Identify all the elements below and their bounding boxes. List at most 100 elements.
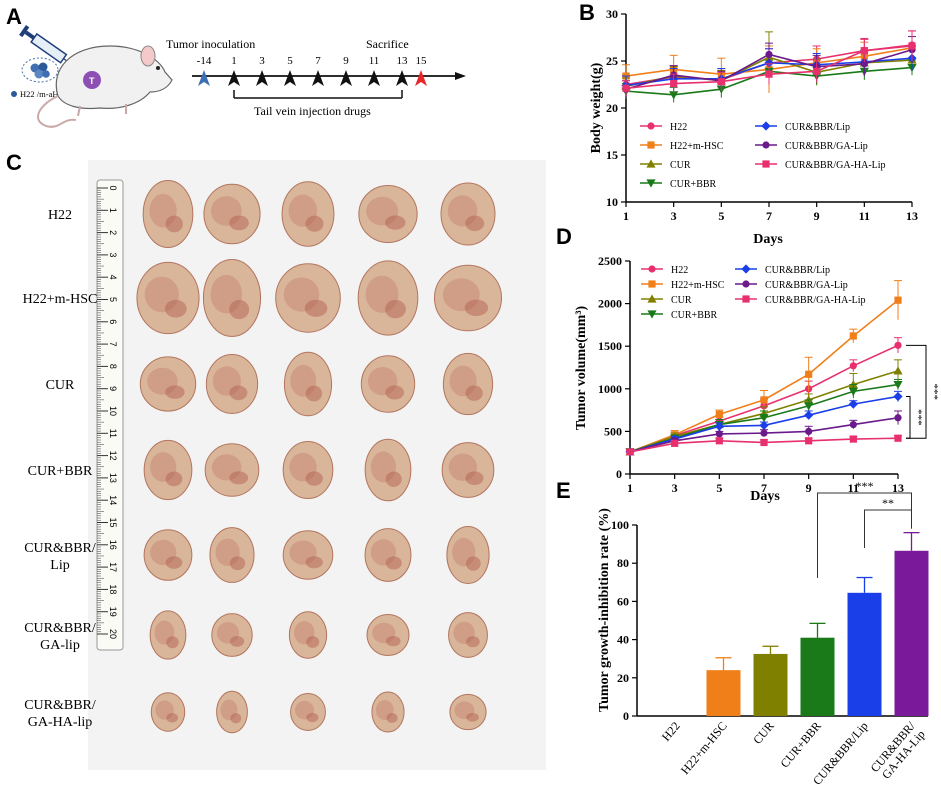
category-label: CUR	[750, 719, 777, 747]
ruler-label: 20	[108, 629, 118, 639]
tumor-shade	[147, 367, 178, 395]
data-point	[742, 280, 750, 288]
ruler-label: 4	[108, 275, 118, 280]
category-label-line: H22+m-HSC	[678, 719, 730, 777]
y-tick-label: 0	[623, 709, 629, 723]
data-point	[760, 438, 768, 447]
injection-marker	[284, 70, 296, 86]
data-point	[805, 427, 813, 435]
tumor-vessel	[229, 299, 250, 320]
legend-label: H22	[670, 122, 687, 133]
ruler-label: 19	[108, 607, 118, 617]
legend-label: CUR&BBR/Lip	[785, 122, 850, 133]
y-tick-label: 0	[616, 467, 622, 481]
tumor-vessel	[230, 713, 242, 724]
category-label: H22	[659, 719, 683, 744]
ruler-label: 13	[108, 473, 118, 483]
tumor-shade	[155, 700, 174, 720]
bar	[894, 550, 929, 716]
category-label-line: CUR	[750, 719, 777, 747]
tumor-vessel	[306, 636, 320, 648]
x-tick-label: 5	[718, 209, 724, 223]
x-tick-label: 7	[761, 481, 767, 495]
tumor-inoculation-label: Tumor inoculation	[166, 37, 255, 51]
y-tick-label: 60	[617, 594, 629, 608]
tumor-row-label-line: CUR&BBR/	[24, 541, 96, 556]
data-point	[715, 430, 723, 438]
y-tick-label: 40	[617, 633, 629, 647]
tumor-shade	[211, 454, 242, 481]
tumor-vessel	[165, 215, 183, 233]
ruler-label: 15	[108, 517, 118, 527]
mouse-icon: T	[37, 45, 173, 128]
y-tick-label: 2500	[598, 254, 622, 268]
data-point	[761, 121, 771, 131]
data-point	[715, 437, 723, 445]
data-point	[765, 70, 773, 78]
injection-day-label: 1	[231, 55, 237, 67]
category-label: CUR+BBR	[777, 719, 823, 770]
tumor-shade	[289, 452, 317, 482]
panel-e: E Tumor growth-inhibition rate (%) 0 20 40…	[556, 478, 929, 786]
panel-letter-c: C	[6, 150, 22, 175]
tumor-shade	[294, 700, 315, 720]
legend-label: CUR	[670, 160, 691, 171]
data-point	[760, 429, 768, 437]
cells-label: H22 /m-aHSC	[20, 89, 69, 99]
tumor-row-label-line: H22	[48, 208, 72, 223]
data-point	[849, 435, 857, 443]
panel-d: D Tumor volume(mm³) Days 0 500 1000 1500 200…	[556, 224, 940, 504]
chart-b-xlabel: Days	[753, 232, 783, 247]
x-tick-label: 3	[672, 481, 678, 495]
data-point	[893, 391, 903, 402]
legend-label: CUR&BBR/GA-HA-Lip	[765, 295, 866, 306]
tumor-shade	[216, 622, 240, 644]
y-tick-label: 10	[606, 195, 618, 209]
ruler-label: 1	[108, 208, 118, 213]
legend-label: CUR&BBR/GA-Lip	[785, 141, 868, 152]
data-point	[894, 296, 902, 304]
data-point	[849, 332, 857, 340]
data-point	[647, 122, 655, 130]
data-point	[741, 264, 751, 274]
data-point	[648, 280, 656, 288]
x-tick-label: 9	[806, 481, 812, 495]
data-point	[669, 91, 679, 100]
data-point	[893, 380, 903, 390]
ruler-label: 3	[108, 252, 118, 257]
tumor-vessel	[305, 556, 323, 569]
panel-letter-b: B	[579, 0, 595, 25]
tumor-vessel	[164, 299, 187, 318]
y-tick-label: 20	[606, 101, 618, 115]
data-point	[762, 141, 770, 149]
tumor-shade	[220, 699, 238, 721]
ruler-label: 16	[108, 540, 118, 550]
bar	[800, 637, 835, 716]
tumor-vessel	[385, 385, 405, 400]
tail-vein-label: Tail vein injection drugs	[254, 104, 371, 118]
tumor-shade	[442, 278, 480, 312]
data-point	[742, 295, 750, 303]
tumor-row-label-line: CUR+BBR	[28, 464, 93, 479]
tumor-row-label: CUR&BBR/Lip	[24, 541, 96, 573]
legend-label: CUR&BBR/GA-HA-Lip	[785, 160, 886, 171]
tumor-shade	[449, 365, 477, 397]
x-tick-label: 1	[623, 209, 629, 223]
data-point	[805, 437, 813, 445]
injection-marker	[312, 70, 324, 86]
injection-day-label: 5	[287, 55, 293, 67]
legend-label: CUR&BBR/Lip	[765, 265, 830, 276]
tumor-vessel	[304, 299, 328, 317]
sacrifice-marker	[415, 70, 427, 86]
tumor-row-label: CUR&BBR/GA-lip	[24, 621, 96, 653]
ruler-label: 12	[108, 451, 118, 461]
tumor-vessel	[465, 471, 484, 486]
ruler-label: 9	[108, 386, 118, 391]
legend-label: CUR+BBR	[670, 179, 717, 190]
tumor-shade	[149, 193, 177, 228]
significance-label: ***	[928, 384, 940, 401]
significance-label: ***	[912, 409, 924, 426]
tumor-shade	[215, 538, 240, 566]
